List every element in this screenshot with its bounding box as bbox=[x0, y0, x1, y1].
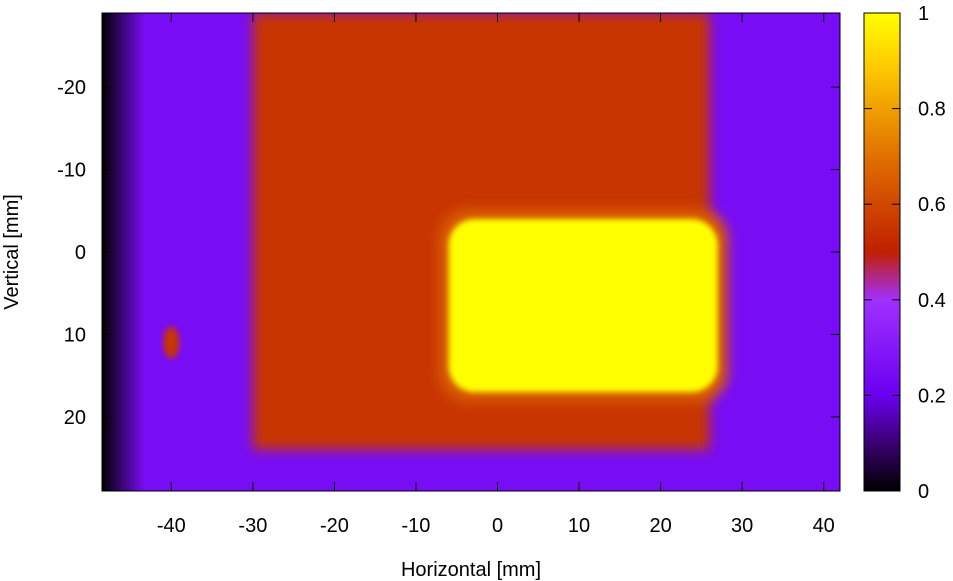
x-tick-label: -10 bbox=[402, 515, 431, 537]
colorbar-tick-label: 0.8 bbox=[918, 99, 946, 121]
colorbar bbox=[863, 12, 901, 492]
heatmap-left-spot bbox=[163, 326, 180, 359]
x-tick-label: 30 bbox=[731, 515, 753, 537]
colorbar-tick-label: 1 bbox=[918, 3, 929, 25]
x-tick-label: 10 bbox=[568, 515, 590, 537]
colorbar-tick-label: 0.6 bbox=[918, 194, 946, 216]
colorbar-axis: 0 0.2 0.4 0.6 0.8 1 bbox=[864, 3, 946, 503]
colorbar-tick-label: 0.4 bbox=[918, 290, 946, 312]
x-axis-title: Horizontal [mm] bbox=[401, 559, 541, 581]
colorbar-tick-label: 0.2 bbox=[918, 385, 946, 407]
colorbar-tick-label: 0 bbox=[918, 481, 929, 503]
x-tick-label: -40 bbox=[157, 515, 186, 537]
y-tick-label: 20 bbox=[64, 407, 86, 429]
x-tick-label: 20 bbox=[649, 515, 671, 537]
heatmap-hot-region bbox=[448, 219, 718, 393]
y-tick-label: -10 bbox=[57, 160, 86, 182]
y-axis: -20 -10 0 10 20 bbox=[57, 77, 840, 429]
x-tick-label: 40 bbox=[813, 515, 835, 537]
x-tick-label: -30 bbox=[238, 515, 267, 537]
y-tick-label: 0 bbox=[75, 242, 86, 264]
x-tick-label: -20 bbox=[320, 515, 349, 537]
heatmap-plot-area bbox=[102, 13, 840, 491]
y-tick-label: 10 bbox=[64, 324, 86, 346]
y-axis-title: Vertical [mm] bbox=[1, 194, 23, 310]
x-axis: -40 -30 -20 -10 0 10 20 30 40 bbox=[157, 13, 835, 537]
x-tick-label: 0 bbox=[492, 515, 503, 537]
y-tick-label: -20 bbox=[57, 77, 86, 99]
